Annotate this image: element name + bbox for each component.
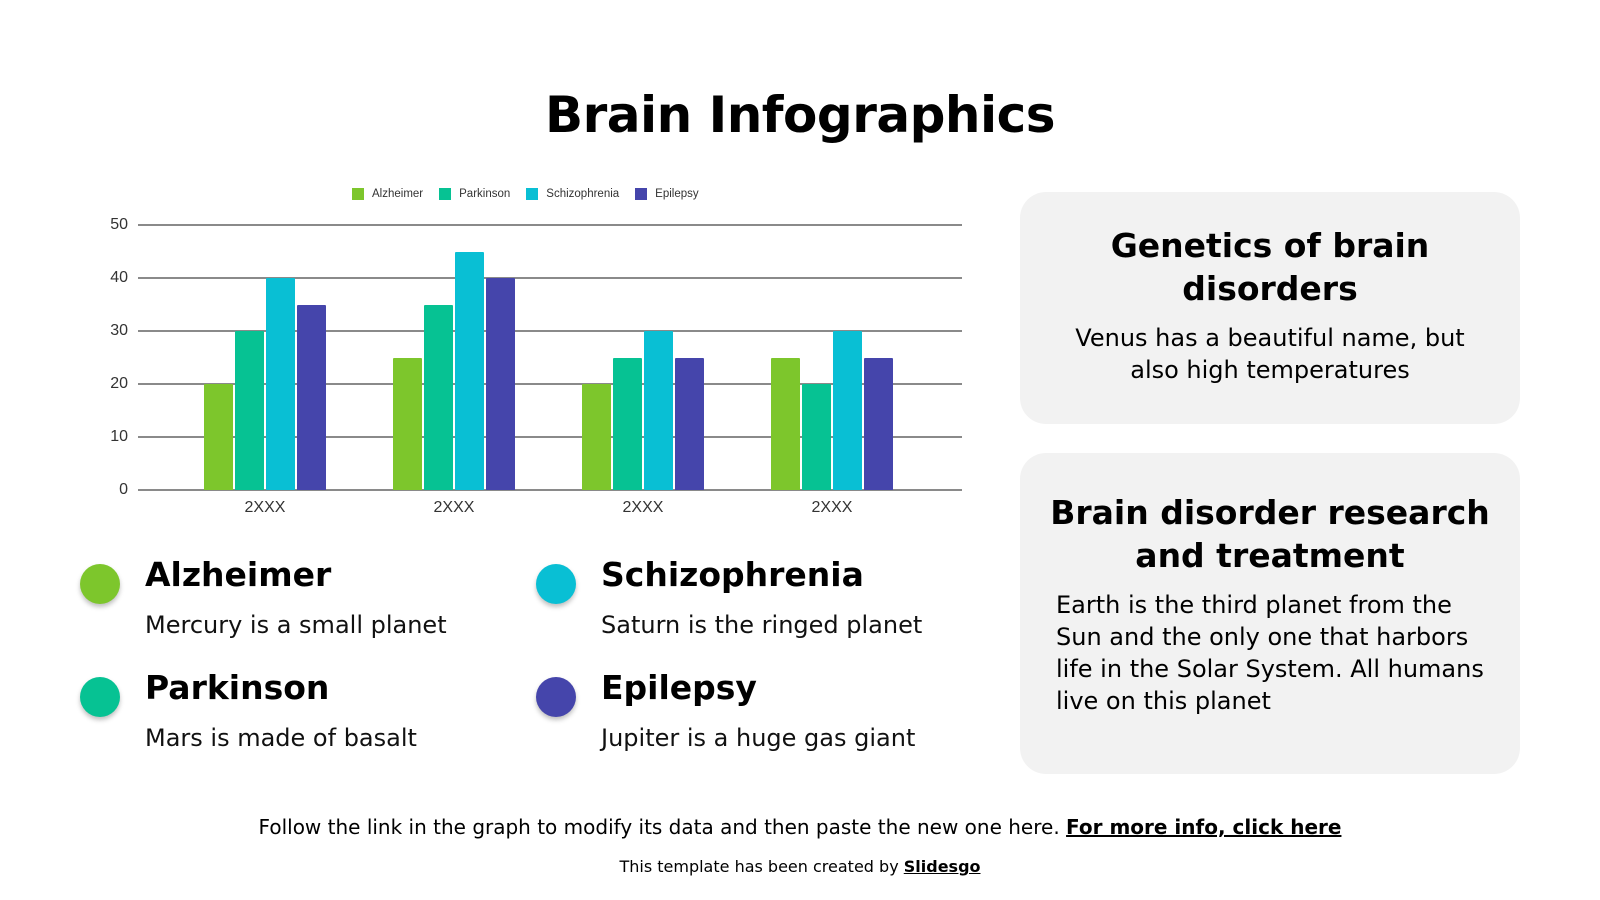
schizophrenia-dot-icon: [536, 564, 576, 604]
gridline: [138, 224, 962, 226]
chart-legend: Alzheimer Parkinson Schizophrenia Epilep…: [352, 188, 699, 200]
epilepsy-dot-icon: [536, 677, 576, 717]
slidesgo-link[interactable]: Slidesgo: [903, 857, 981, 876]
y-tick-label: 20: [110, 375, 128, 392]
bar-parkinson[interactable]: [802, 384, 831, 490]
instruction-text: Follow the link in the graph to modify i…: [258, 815, 1067, 839]
gridline: [138, 383, 962, 385]
disease-name: Schizophrenia: [601, 555, 864, 594]
legend-swatch-alzheimer: [352, 188, 364, 200]
legend-label: Alzheimer: [372, 188, 424, 200]
bar-schizophrenia[interactable]: [833, 331, 862, 490]
bar-alzheimer[interactable]: [393, 357, 422, 490]
credit-text: This template has been created by: [619, 857, 904, 876]
disease-desc: Mars is made of basalt: [145, 724, 417, 752]
legend-label: Schizophrenia: [546, 188, 620, 200]
disease-name: Alzheimer: [145, 555, 332, 594]
plot-area: 0 10 20 30 40 50 2XXX 2XXX 2XXX 2XXX: [110, 216, 962, 516]
bar-parkinson[interactable]: [424, 304, 453, 490]
bar-parkinson[interactable]: [235, 331, 264, 490]
legend-label: Epilepsy: [655, 188, 699, 200]
disease-desc: Jupiter is a huge gas giant: [601, 724, 916, 752]
disease-desc: Saturn is the ringed planet: [601, 611, 923, 639]
bar-alzheimer[interactable]: [771, 357, 800, 490]
bar-group: [582, 225, 704, 490]
page-title: Brain Infographics: [544, 86, 1056, 144]
gridline: [138, 330, 962, 332]
x-tick-label: 2XXX: [433, 499, 475, 516]
gridline: [138, 436, 962, 438]
bar-epilepsy[interactable]: [864, 357, 893, 490]
disease-desc: Mercury is a small planet: [145, 611, 447, 639]
card-title: Genetics of brain disorders: [1110, 226, 1430, 308]
bar-alzheimer[interactable]: [582, 384, 611, 490]
parkinson-dot-icon: [80, 677, 120, 717]
bar-chart[interactable]: Alzheimer Parkinson Schizophrenia Epilep…: [90, 180, 980, 530]
footer-credit: This template has been created by Slides…: [0, 857, 1600, 876]
disease-name: Epilepsy: [601, 668, 757, 707]
bar-group: [771, 225, 893, 490]
legend-item-epilepsy: Epilepsy: [635, 188, 699, 200]
bar-epilepsy[interactable]: [297, 304, 326, 490]
bar-alzheimer[interactable]: [204, 384, 233, 490]
y-tick-label: 50: [110, 216, 128, 233]
card-text: Venus has a beautiful name, but also hig…: [1075, 324, 1465, 384]
card-text: Earth is the third planet from the Sun a…: [1056, 591, 1484, 715]
bar-schizophrenia[interactable]: [266, 278, 295, 490]
legend-swatch-schizophrenia: [526, 188, 539, 200]
disease-list: Alzheimer Mercury is a small planet Schi…: [80, 555, 980, 765]
y-tick-label: 0: [119, 481, 128, 498]
legend-swatch-epilepsy: [635, 188, 648, 200]
disease-name: Parkinson: [145, 668, 330, 707]
bar-group: [393, 225, 515, 490]
gridline: [138, 489, 962, 491]
legend-label: Parkinson: [459, 188, 511, 200]
bar-epilepsy[interactable]: [486, 278, 515, 490]
bar-parkinson[interactable]: [613, 357, 642, 490]
x-tick-label: 2XXX: [244, 499, 286, 516]
more-info-link[interactable]: For more info, click here: [1066, 815, 1342, 839]
y-tick-label: 10: [110, 428, 128, 445]
legend-item-schizophrenia: Schizophrenia: [526, 188, 619, 200]
legend-item-parkinson: Parkinson: [439, 188, 510, 200]
genetics-card: Genetics of brain disorders Venus has a …: [1020, 192, 1520, 424]
research-card: Brain disorder research and treatment Ea…: [1020, 453, 1520, 774]
bar-group: [204, 225, 326, 490]
card-title: Brain disorder research and treatment: [1050, 493, 1490, 575]
legend-item-alzheimer: Alzheimer: [352, 188, 423, 200]
x-tick-label: 2XXX: [622, 499, 664, 516]
x-tick-label: 2XXX: [811, 499, 853, 516]
alzheimer-dot-icon: [80, 564, 120, 604]
y-tick-label: 30: [110, 322, 128, 339]
bar-schizophrenia[interactable]: [644, 331, 673, 490]
bar-schizophrenia[interactable]: [455, 251, 484, 490]
gridline: [138, 277, 962, 279]
bar-epilepsy[interactable]: [675, 357, 704, 490]
legend-swatch-parkinson: [439, 188, 452, 200]
y-tick-label: 40: [110, 269, 128, 286]
footer-instruction: Follow the link in the graph to modify i…: [0, 815, 1600, 839]
